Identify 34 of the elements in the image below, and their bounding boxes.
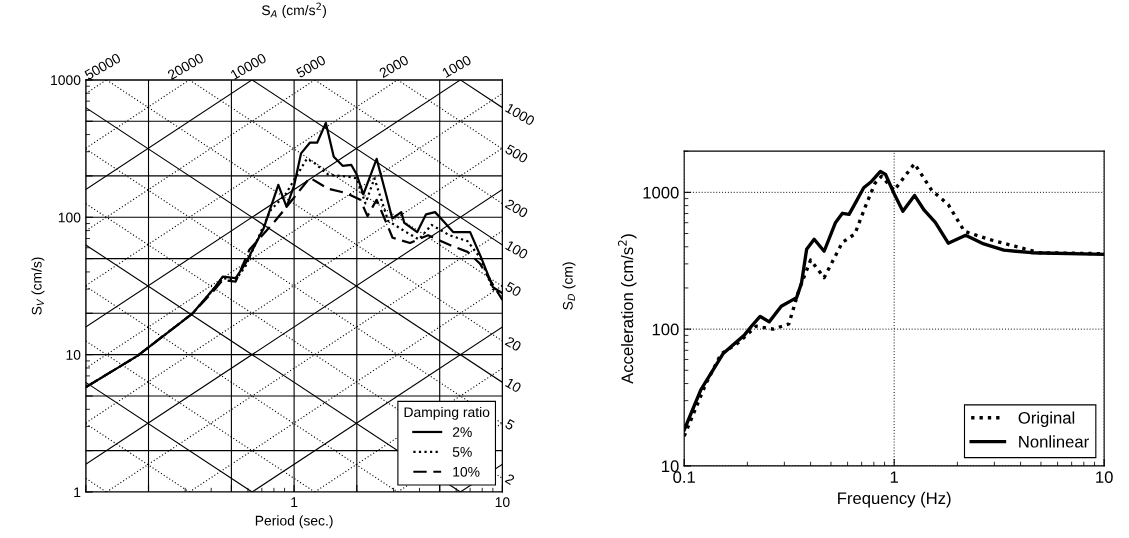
legend-label: 5% — [452, 447, 472, 457]
annotation: 2000 — [378, 54, 410, 79]
annotation: 5 — [504, 418, 516, 431]
annotation: 200 — [504, 198, 529, 219]
annotation: 2 — [504, 473, 516, 485]
annotation: 20 — [504, 336, 522, 352]
annotation: 500 — [504, 143, 529, 164]
legend-label: 2% — [452, 427, 472, 437]
y-tick-label: 100 — [652, 323, 679, 336]
y-axis-title: Acceleration (cm/s$^{2}$) — [618, 234, 637, 384]
annotation: 1000 — [505, 102, 536, 127]
x-tick-label: 1 — [890, 471, 898, 483]
legend-title: Damping ratio — [404, 406, 490, 420]
y-tick-label: 1 — [74, 487, 81, 498]
y-tick-label: 1000 — [51, 75, 81, 86]
y-tick-label: 10 — [662, 460, 679, 473]
x-axis-title: Frequency (Hz) — [838, 491, 951, 508]
annotation: 100 — [505, 240, 529, 260]
legend-label: 10% — [453, 466, 480, 477]
annotation: 10 — [505, 377, 522, 394]
x-tick-label: 0.1 — [673, 471, 695, 484]
y-tick-label: 1000 — [643, 186, 679, 199]
annotation: 50 — [504, 281, 522, 298]
legend-label: Nonlinear — [1019, 435, 1089, 448]
text: S$_{D}$ (cm) — [562, 262, 576, 310]
annotation: 1000 — [441, 54, 472, 78]
annotation: 5000 — [295, 54, 327, 79]
y-axis-title: S$_{V}$ (cm/s) — [31, 257, 45, 315]
text: S$_{A}$ (cm/s$^{2}$) — [261, 2, 327, 18]
y-tick-label: 10 — [66, 349, 81, 360]
legend-label: Original — [1018, 411, 1075, 428]
y-tick-label: 100 — [58, 212, 81, 223]
x-tick-label: 10 — [1096, 471, 1113, 484]
x-axis-title: Period (sec.) — [255, 515, 333, 529]
